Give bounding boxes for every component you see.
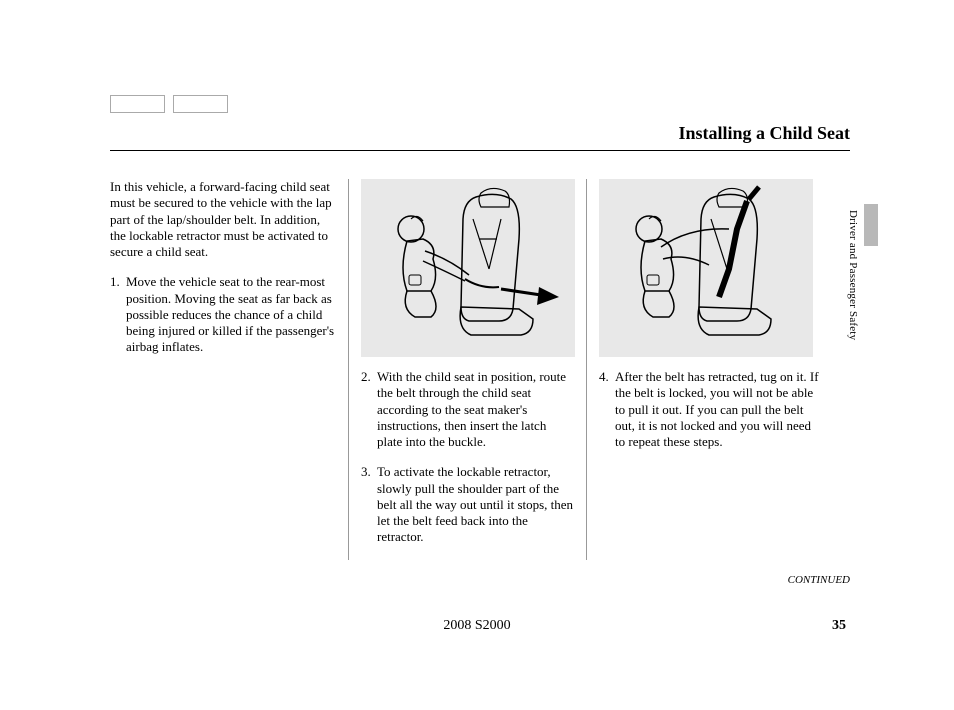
- step-number: 4.: [599, 369, 615, 450]
- step-1: 1. Move the vehicle seat to the rear-mos…: [110, 274, 336, 355]
- step-text: After the belt has retracted, tug on it.…: [615, 369, 824, 450]
- figure-belt-retract: [599, 179, 813, 357]
- step-number: 1.: [110, 274, 126, 355]
- step-text: With the child seat in position, route t…: [377, 369, 574, 450]
- figure-belt-routing: [361, 179, 575, 357]
- column-1: In this vehicle, a forward-facing child …: [110, 179, 348, 560]
- continued-label: CONTINUED: [788, 574, 850, 586]
- content-columns: In this vehicle, a forward-facing child …: [110, 179, 850, 560]
- manual-page: Installing a Child Seat In this vehicle,…: [110, 95, 850, 560]
- step-3: 3. To activate the lockable retractor, s…: [361, 464, 574, 545]
- column-3: 4. After the belt has retracted, tug on …: [586, 179, 824, 560]
- step-2: 2. With the child seat in position, rout…: [361, 369, 574, 450]
- header-box: [110, 95, 165, 113]
- page-title: Installing a Child Seat: [678, 123, 850, 143]
- step-number: 2.: [361, 369, 377, 450]
- page-number: 35: [832, 618, 846, 634]
- step-text: Move the vehicle seat to the rear-most p…: [126, 274, 336, 355]
- intro-paragraph: In this vehicle, a forward-facing child …: [110, 179, 336, 260]
- header-box: [173, 95, 228, 113]
- footer-model: 2008 S2000: [443, 618, 510, 634]
- step-4: 4. After the belt has retracted, tug on …: [599, 369, 824, 450]
- title-row: Installing a Child Seat: [110, 123, 850, 151]
- section-tab: [864, 204, 878, 246]
- step-text: To activate the lockable retractor, slow…: [377, 464, 574, 545]
- step-number: 3.: [361, 464, 377, 545]
- header-placeholder-boxes: [110, 95, 850, 113]
- column-2: 2. With the child seat in position, rout…: [348, 179, 586, 560]
